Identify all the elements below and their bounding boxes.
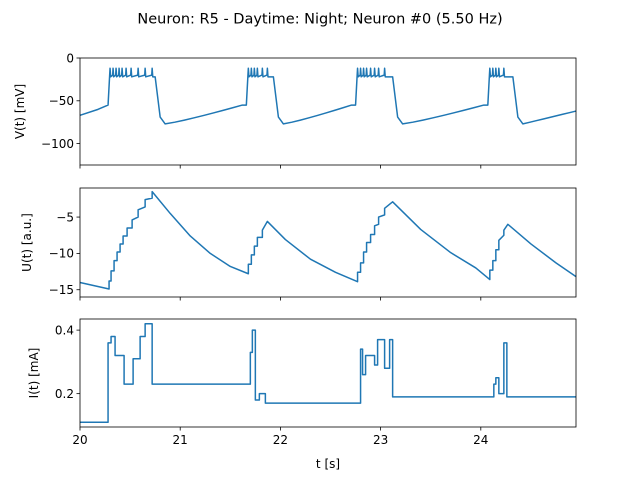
recovery-y-tick-label: −15 bbox=[49, 283, 74, 297]
current-y-label: I(t) [mA] bbox=[27, 348, 41, 399]
recovery-trace bbox=[79, 190, 577, 290]
recovery-y-label: U(t) [a.u.] bbox=[20, 213, 34, 272]
voltage-axes-frame bbox=[79, 57, 577, 166]
voltage-panel: 0 −50 −100 V(t) [mV] bbox=[13, 51, 577, 169]
current-y-ticks: 0.4 0.2 bbox=[55, 323, 80, 401]
x-tick-label: 22 bbox=[273, 433, 288, 447]
recovery-y-tick-label: −10 bbox=[49, 247, 74, 261]
current-y-tick-label: 0.4 bbox=[55, 323, 74, 337]
x-tick-label: 23 bbox=[373, 433, 388, 447]
current-axes-frame bbox=[79, 318, 577, 428]
recovery-y-ticks: −5 −10 −15 bbox=[49, 210, 80, 297]
recovery-y-tick-label: −5 bbox=[56, 210, 74, 224]
x-tick-label: 20 bbox=[72, 433, 87, 447]
voltage-y-tick-label: −50 bbox=[49, 94, 74, 108]
recovery-x-ticks bbox=[79, 297, 482, 301]
current-trace bbox=[80, 323, 576, 423]
voltage-y-tick-label: −100 bbox=[41, 137, 74, 151]
current-panel: 0.4 0.2 20 21 22 23 24 I(t) [mA] bbox=[27, 318, 577, 447]
voltage-trace bbox=[79, 67, 577, 125]
current-x-ticks: 20 21 22 23 24 bbox=[72, 427, 488, 447]
x-tick-label: 24 bbox=[473, 433, 488, 447]
x-axis-label: t [s] bbox=[316, 457, 340, 471]
x-tick-label: 21 bbox=[173, 433, 188, 447]
recovery-panel: −5 −10 −15 U(t) [a.u.] bbox=[20, 187, 577, 301]
current-y-tick-label: 0.2 bbox=[55, 387, 74, 401]
voltage-y-tick-label: 0 bbox=[66, 51, 74, 65]
voltage-y-label: V(t) [mV] bbox=[13, 84, 27, 139]
voltage-x-ticks bbox=[79, 165, 482, 169]
voltage-y-ticks: 0 −50 −100 bbox=[41, 51, 80, 151]
recovery-axes-frame bbox=[79, 187, 577, 298]
chart-title: Neuron: R5 - Daytime: Night; Neuron #0 (… bbox=[137, 12, 502, 28]
